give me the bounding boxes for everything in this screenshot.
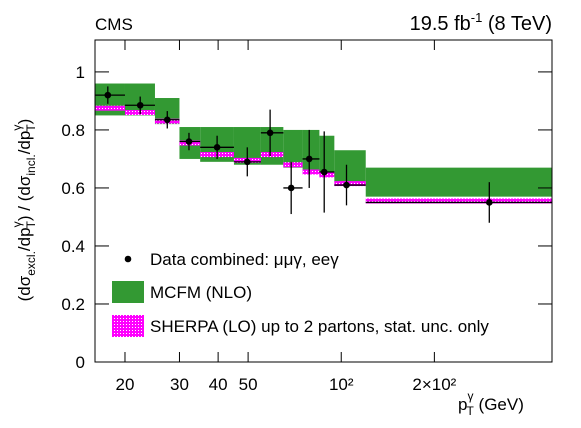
sherpa-band [365,198,552,204]
lumi-label: 19.5 fb-1 (8 TeV) [410,10,552,35]
lumi-part: 19.5 fb [410,13,471,35]
legend-marker [124,255,132,263]
legend-marker [112,281,144,303]
y-tick-label: 1 [76,63,85,82]
mcfm-band [302,129,320,171]
x-tick-label: 40 [209,375,228,394]
data-point [185,138,193,145]
y-label-part: (dσ [15,275,34,301]
x-label-part: (GeV) [474,395,524,414]
x-axis-label: pγ T (GeV) [458,389,524,418]
data-point [266,129,274,137]
y-tick-label: 0.4 [61,237,85,256]
legend-label: MCFM (NLO) [150,283,252,302]
x-label-part: γ [467,389,473,403]
data-point [287,184,295,192]
sherpa-band [283,162,303,168]
x-tick-label: 50 [239,375,258,394]
y-tick-label: 0 [76,353,85,372]
lumi-part: (8 TeV) [482,13,552,35]
y-label-part: γ [10,125,24,131]
y-axis-label: (dσexcl./dpγT) / (dσincl./dpγT) [10,119,38,302]
y-label-part: ) / (dσ [15,175,34,221]
data-point [136,101,144,109]
mcfm-band [365,167,552,197]
x-label-part: p [458,395,467,414]
data-point [320,168,328,176]
y-label-part: T [24,220,38,228]
legend-label: Data combined: μμγ, eeγ [150,250,339,269]
y-tick-label: 0.2 [61,295,85,314]
y-label-part: /dp [15,131,34,155]
data-point [305,155,313,163]
y-label-part: T [24,124,38,132]
legend-label: SHERPA (LO) up to 2 partons, stat. unc. … [150,317,489,336]
sherpa-band [334,181,366,187]
y-label-part: incl. [24,154,38,175]
mcfm-band [283,129,303,168]
data-point [343,181,350,189]
x-tick-label: 2×10² [412,375,456,394]
x-tick-label: 20 [116,375,135,394]
experiment-label: CMS [95,15,133,34]
mcfm-band [319,135,335,177]
data-point [163,116,171,124]
x-tick-label: 10² [329,375,354,394]
legend-marker [112,315,144,337]
data-point [104,91,112,99]
lumi-part: -1 [471,10,483,25]
data-point [243,158,251,166]
mcfm-band [334,150,366,183]
sherpa-band [260,152,284,158]
y-label-part: γ [10,221,24,227]
data-point [485,199,493,206]
plot-frame [94,39,553,363]
x-tick-label: 30 [170,375,189,394]
sherpa-band [319,172,335,178]
sherpa-band [302,169,320,175]
y-label-part: ) [15,119,34,125]
y-tick-label: 0.8 [61,121,85,140]
y-label-part: excl. [24,251,38,276]
sherpa-band [95,105,125,111]
y-tick-label: 0.6 [61,179,85,198]
x-label-part: T [466,404,474,418]
data-point [213,144,221,151]
y-label-part: /dp [15,227,34,251]
